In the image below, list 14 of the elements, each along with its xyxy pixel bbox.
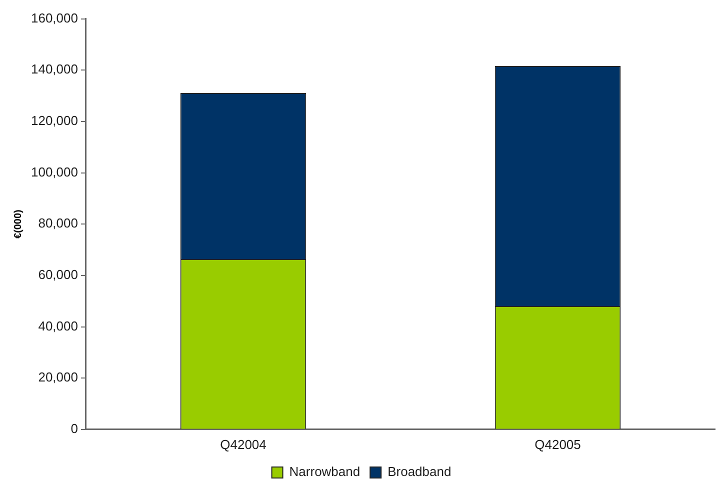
x-tick-label: Q42004 xyxy=(220,436,266,452)
legend-label: Narrowband xyxy=(289,464,360,480)
y-tick-label: 140,000 xyxy=(30,62,78,77)
y-tick-label: 20,000 xyxy=(38,370,78,385)
y-tick-label: 60,000 xyxy=(38,267,78,282)
legend-label: Broadband xyxy=(388,464,452,480)
y-tick-label: 40,000 xyxy=(38,318,78,334)
y-tick-label: 160,000 xyxy=(30,10,78,26)
y-tick-label: 0 xyxy=(70,420,78,436)
y-axis-title: €(000) xyxy=(12,210,24,239)
y-tick-label: 120,000 xyxy=(30,113,78,128)
y-tick-label: 100,000 xyxy=(30,164,78,180)
x-tick-label: Q42005 xyxy=(534,436,581,452)
y-tick-label: 80,000 xyxy=(38,216,78,231)
